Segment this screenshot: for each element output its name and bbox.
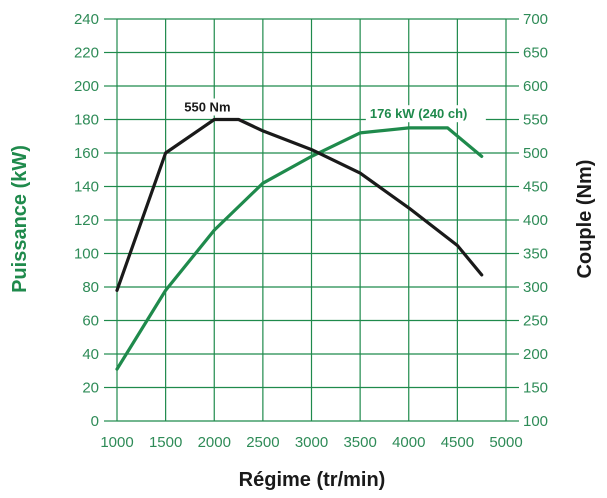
- y-right-tick-label: 400: [523, 212, 548, 229]
- y-right-tick-label: 350: [523, 246, 548, 263]
- right-axis: 100 150 200 250 300 350 400 450 500 550 600 650 700: [506, 11, 548, 430]
- y-left-tick-label: 200: [74, 78, 99, 95]
- annotation-bg: [365, 105, 486, 123]
- y-left-tick-label: 220: [74, 45, 99, 62]
- y-right-tick-label: 650: [523, 45, 548, 62]
- annotations: 550 Nm 176 kW (240 ch): [181, 98, 486, 123]
- y-right-tick-label: 600: [523, 78, 548, 95]
- max-torque-annotation: 550 Nm: [184, 100, 230, 115]
- y-right-tick-label: 100: [523, 413, 548, 430]
- power-curve-line: [115, 126, 484, 371]
- torque-curve-line: [115, 117, 484, 292]
- annotation-bg: [181, 98, 240, 116]
- y-right-tick-label: 150: [523, 380, 548, 397]
- y-right-axis-title: Couple (Nm): [574, 160, 596, 279]
- y-left-tick-label: 60: [82, 313, 99, 330]
- y-right-tick-label: 300: [523, 279, 548, 296]
- y-left-tick-label: 120: [74, 212, 99, 229]
- y-right-tick-label: 500: [523, 145, 548, 162]
- y-left-tick-label: 240: [74, 11, 99, 28]
- x-tick-label: 3500: [343, 434, 376, 451]
- max-power-annotation: 176 kW (240 ch): [370, 106, 468, 121]
- left-axis: 0 20 40 60 80 100 120 140 160 180 200 220 240: [74, 11, 117, 430]
- y-right-tick-label: 550: [523, 112, 548, 129]
- x-tick-label: 4000: [392, 434, 425, 451]
- y-left-tick-label: 140: [74, 179, 99, 196]
- x-axis-title: Régime (tr/min): [239, 469, 386, 491]
- bottom-axis: 1000 1500 2000 2500 3000 3500 4000 4500 5000: [100, 434, 522, 451]
- y-left-tick-label: 40: [82, 346, 99, 363]
- y-left-axis-title: Puissance (kW): [9, 145, 31, 293]
- x-tick-label: 5000: [489, 434, 522, 451]
- y-left-tick-label: 0: [91, 413, 99, 430]
- y-left-tick-label: 180: [74, 112, 99, 129]
- x-tick-label: 2500: [246, 434, 279, 451]
- x-tick-label: 1500: [149, 434, 182, 451]
- y-left-tick-label: 80: [82, 279, 99, 296]
- y-right-tick-label: 250: [523, 313, 548, 330]
- y-left-tick-label: 100: [74, 246, 99, 263]
- series-layer: [115, 117, 484, 371]
- x-tick-label: 1000: [100, 434, 133, 451]
- y-left-tick-label: 160: [74, 145, 99, 162]
- x-tick-label: 3000: [295, 434, 328, 451]
- y-left-tick-label: 20: [82, 380, 99, 397]
- y-right-tick-label: 200: [523, 346, 548, 363]
- y-right-tick-label: 700: [523, 11, 548, 28]
- x-tick-label: 4500: [441, 434, 474, 451]
- x-tick-label: 2000: [198, 434, 231, 451]
- y-right-tick-label: 450: [523, 179, 548, 196]
- grid: [116, 18, 507, 422]
